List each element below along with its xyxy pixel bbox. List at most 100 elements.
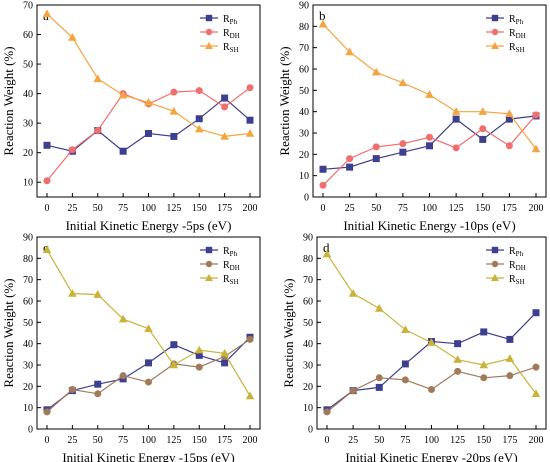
y-tick-label: 90 (23, 233, 33, 244)
data-point-circle (532, 363, 540, 371)
x-tick-label: 0 (45, 435, 50, 446)
legend-entry: RSH (509, 274, 525, 286)
series-dh (319, 111, 540, 189)
y-tick-label: 50 (299, 86, 309, 97)
data-point-triangle (68, 33, 77, 41)
x-tick-label: 50 (93, 203, 103, 214)
data-point-circle (195, 363, 203, 371)
y-tick-label: 0 (28, 425, 33, 436)
legend-name: R (223, 246, 230, 257)
legend-subscript: SH (230, 46, 239, 54)
series-sh (322, 249, 541, 398)
y-tick-label: 90 (299, 1, 309, 12)
y-tick-label: 60 (23, 30, 33, 41)
data-point-square (221, 359, 229, 367)
panel-label: d (323, 240, 330, 255)
data-point-circle (506, 372, 514, 380)
data-point-square (43, 141, 51, 149)
legend-subscript: SH (230, 278, 239, 286)
x-tick-label: 0 (45, 203, 50, 214)
legend-entry: RDH (509, 28, 526, 40)
series-line (322, 23, 537, 150)
data-point-circle (532, 111, 540, 119)
y-axis-label: Reaction Weight (%) (1, 46, 16, 155)
y-tick-label: 80 (23, 254, 33, 265)
data-point-triangle (220, 131, 229, 140)
x-tick-label: 150 (476, 435, 491, 446)
y-tick-label: 30 (303, 361, 313, 372)
data-point-triangle (144, 324, 153, 332)
legend-name: R (223, 28, 230, 39)
x-axis-label: Initial Kinetic Energy -15ps (eV) (62, 450, 234, 462)
data-point-triangle (144, 97, 153, 106)
y-tick-label: 20 (23, 382, 33, 393)
data-point-triangle (194, 124, 204, 133)
data-point-circle (205, 260, 213, 268)
y-tick-label: 30 (23, 119, 33, 130)
y-axis-label: Reaction Weight (%) (277, 46, 292, 155)
legend-entry: RPh (509, 246, 524, 258)
data-point-square (205, 14, 213, 22)
data-point-square (491, 14, 499, 22)
x-tick-label: 150 (192, 435, 207, 446)
y-tick-label: 20 (299, 150, 309, 161)
x-tick-label: 175 (502, 203, 517, 214)
chart-panel-d: d 0 25 50 75 100 125 150 175 200 0 10 20 30 40 50 60 70 80… (281, 233, 547, 462)
y-tick-label: 0 (308, 425, 313, 436)
y-tick-label: 80 (299, 22, 309, 33)
data-point-square (454, 340, 462, 348)
x-tick-label: 0 (325, 435, 330, 446)
data-point-triangle (42, 9, 52, 18)
y-tick-label: 20 (303, 382, 313, 393)
data-point-circle (505, 142, 513, 150)
x-tick-label: 175 (217, 435, 232, 446)
legend-name: R (509, 14, 516, 25)
y-tick-label: 50 (23, 60, 33, 71)
x-tick-label: 75 (118, 203, 128, 214)
data-point-circle (491, 28, 499, 36)
data-point-square (426, 142, 433, 150)
series-ph (43, 333, 254, 414)
data-point-circle (323, 408, 331, 416)
x-tick-label: 0 (321, 203, 326, 214)
x-tick-label: 25 (67, 435, 77, 446)
data-point-square (532, 309, 540, 317)
data-point-circle (346, 155, 354, 163)
legend-entry: RSH (509, 42, 525, 54)
y-tick-label: 40 (303, 339, 313, 350)
data-point-circle (246, 84, 254, 92)
data-point-triangle (374, 303, 384, 312)
data-point-triangle (451, 107, 461, 115)
legend-name: R (509, 274, 516, 285)
x-tick-label: 75 (118, 435, 128, 446)
series-line (322, 114, 537, 186)
data-point-circle (401, 376, 409, 384)
y-tick-label: 70 (23, 1, 33, 12)
x-tick-label: 175 (502, 435, 517, 446)
data-point-square (170, 132, 178, 140)
x-tick-label: 100 (422, 203, 437, 214)
y-tick-label: 30 (299, 129, 309, 140)
x-tick-label: 25 (67, 203, 77, 214)
data-point-triangle (118, 314, 128, 323)
data-point-triangle (531, 144, 541, 153)
y-tick-label: 70 (303, 275, 313, 286)
legend-entry: RDH (223, 260, 240, 272)
y-tick-label: 10 (303, 403, 313, 414)
data-point-triangle (491, 41, 499, 49)
y-tick-label: 40 (23, 89, 33, 100)
x-tick-label: 75 (398, 203, 408, 214)
data-point-circle (221, 103, 229, 111)
x-axis-label: Initial Kinetic Energy -10ps (eV) (343, 218, 515, 233)
series-line (46, 249, 251, 397)
series-line (326, 253, 537, 395)
data-point-circle (428, 386, 435, 394)
y-tick-label: 10 (23, 403, 33, 414)
chart-panel-b: b 0 25 50 75 100 125 150 175 200 0 10 20 30 40 50 60 70 80… (277, 1, 547, 233)
y-tick-label: 70 (23, 275, 33, 286)
data-point-triangle (169, 106, 179, 115)
legend-subscript: SH (516, 46, 525, 54)
legend-name: R (509, 42, 516, 53)
